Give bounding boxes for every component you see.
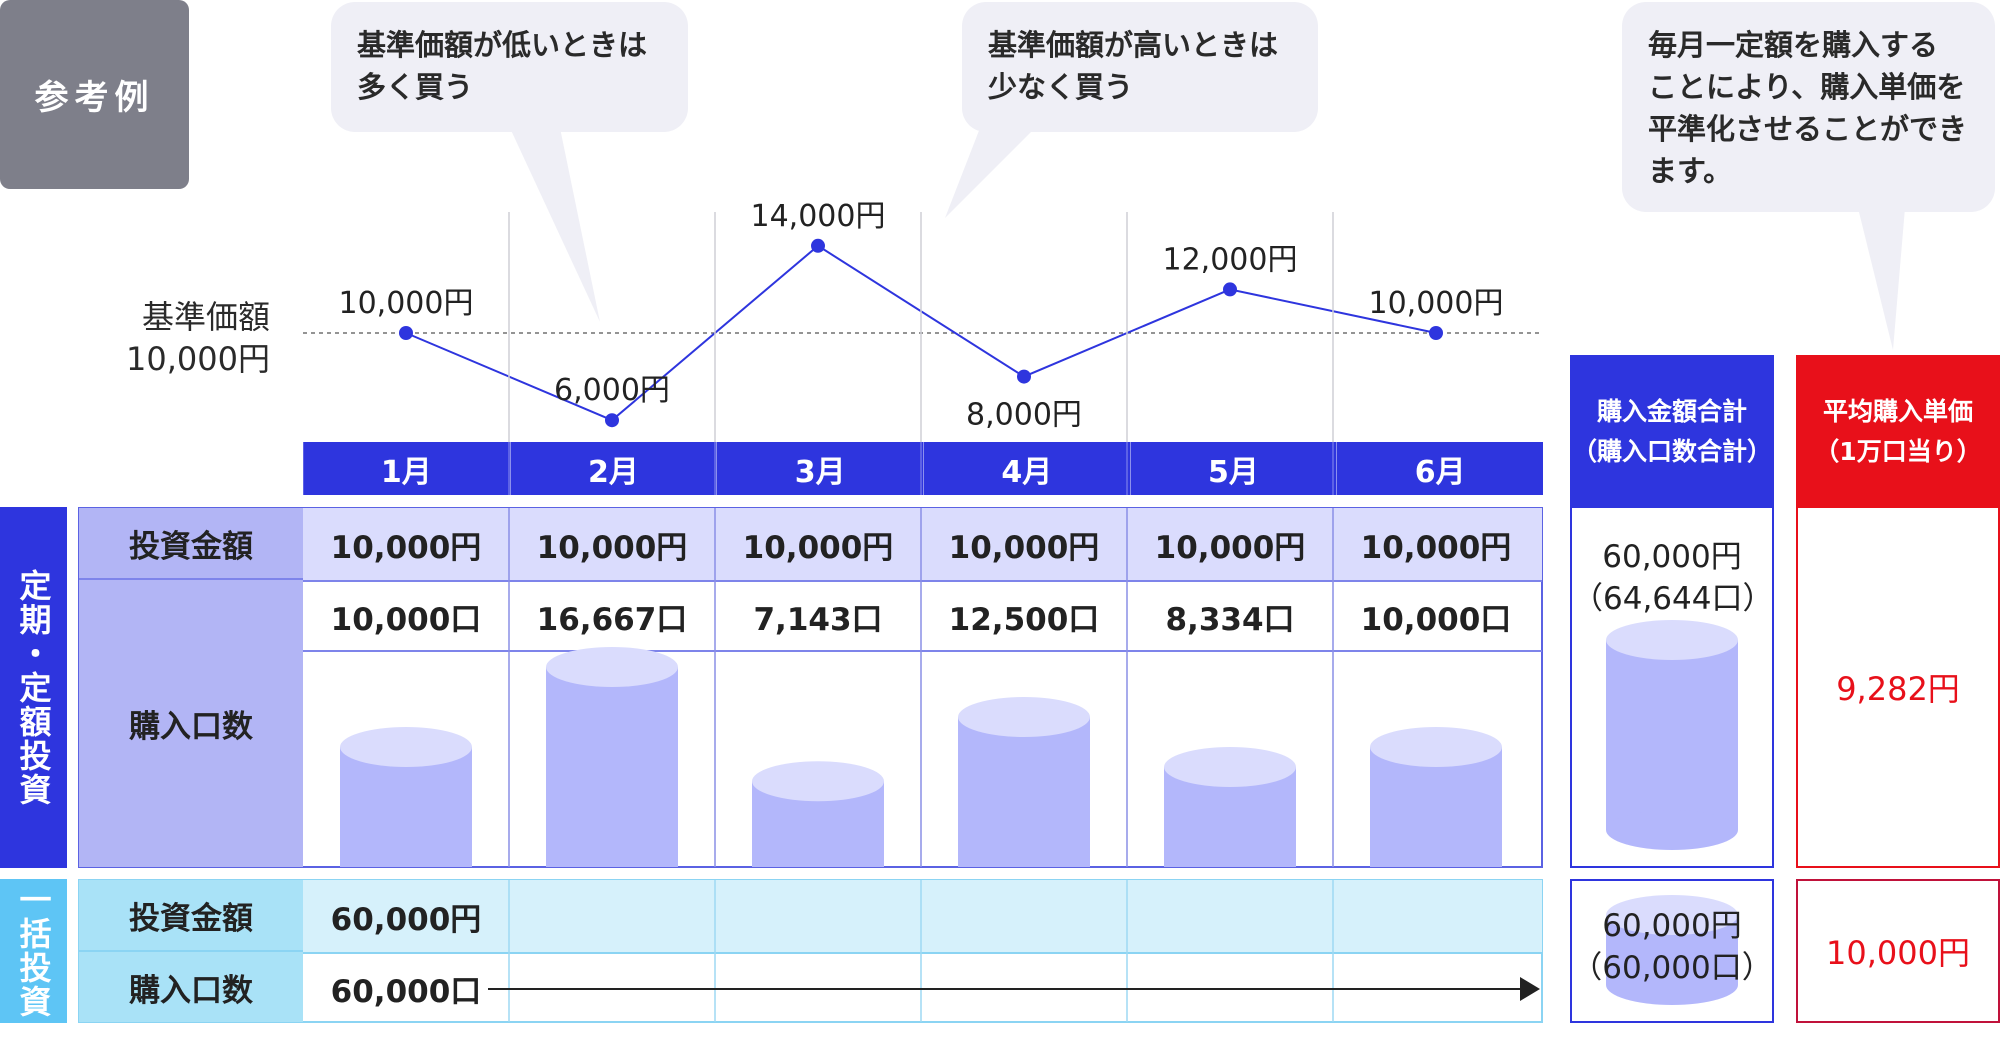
regular-units-5: 8,334口 (1165, 601, 1295, 638)
total-header-line2: （購入口数合計） (1571, 436, 1772, 466)
regular-amount-6: 10,000円 (1360, 529, 1512, 566)
lump-units-label: 購入口数 (79, 952, 303, 1022)
total-regular-cylinder-bottom (1606, 810, 1738, 850)
total-regular-cylinder-top (1606, 620, 1738, 660)
bubble-summary-line1: 毎月一定額を購入する (1648, 28, 1939, 62)
bubble-tail-summary (1858, 208, 1905, 350)
regular-units-label: 購入口数 (79, 580, 303, 867)
units-cylinder-6-top (1370, 727, 1502, 768)
regular-amount-1: 10,000円 (330, 529, 482, 566)
total-header: 購入金額合計 （購入口数合計） (1570, 355, 1774, 508)
base-price-label: 基準価額 10,000円 (100, 296, 270, 380)
month-2: 2月 (509, 442, 717, 495)
price-label-1: 10,000円 (339, 286, 474, 321)
bubble-summary-line4: ます。 (1648, 154, 1733, 188)
price-label-2: 6,000円 (554, 373, 670, 408)
regular-units-4: 12,500口 (948, 601, 1100, 638)
total-lump-cylinder-bottom (1606, 965, 1738, 1005)
bubble-summary: 毎月一定額を購入する ことにより、購入単価を 平準化させることができ ます。 (1622, 2, 1995, 212)
total-header-line1: 購入金額合計 (1596, 396, 1747, 426)
price-point-1 (399, 326, 413, 340)
price-label-6: 10,000円 (1369, 286, 1504, 321)
total-lump-amount: 60,000円 (1602, 908, 1742, 944)
base-price-value: 10,000円 (126, 340, 270, 378)
average-lump-value: 10,000円 (1826, 934, 1970, 972)
bubble-high-line1: 基準価額が高いときは (988, 28, 1279, 62)
bubble-low-line1: 基準価額が低いときは (357, 28, 648, 62)
units-cylinder-1-top (340, 727, 472, 768)
average-header-line1: 平均購入単価 (1822, 396, 1973, 426)
total-lump-text: 60,000円 （60,000口） (1570, 905, 1774, 989)
bubble-summary-line2: ことにより、購入単価を (1648, 70, 1966, 104)
regular-units-1: 10,000口 (330, 601, 482, 638)
price-label-4: 8,000円 (966, 398, 1082, 433)
total-regular-units: （64,644口） (1572, 581, 1774, 617)
bubble-high-line2: 少なく買う (988, 70, 1134, 104)
month-3: 3月 (716, 442, 923, 495)
lump-units: 60,000口 (330, 973, 482, 1010)
total-lump-units: （60,000口） (1571, 950, 1773, 986)
regular-investment-side: 定期・定額投資 (0, 507, 67, 868)
lump-arrow-head (1520, 977, 1540, 1001)
month-4: 4月 (923, 442, 1130, 495)
total-regular-cylinder-body (1606, 640, 1738, 830)
average-header: 平均購入単価 （1万口当り） (1796, 355, 2000, 508)
example-badge: 参考例 (0, 0, 189, 189)
regular-invest-label: 投資金額 (79, 508, 303, 580)
month-header: 1月 2月 3月 4月 5月 6月 (303, 442, 1543, 495)
regular-units-6: 10,000口 (1360, 601, 1512, 638)
units-cylinder-4-body (958, 717, 1090, 867)
bubble-low-line2: 多く買う (357, 70, 474, 104)
regular-amount-5: 10,000円 (1154, 529, 1306, 566)
lump-sum-side: 一括投資 (0, 879, 67, 1023)
units-cylinder-3-top (752, 761, 884, 802)
bubble-buy-less: 基準価額が高いときは 少なく買う (962, 2, 1318, 132)
base-price-title: 基準価額 (141, 298, 270, 336)
price-point-5 (1223, 282, 1237, 297)
bubble-tail-high (945, 128, 1035, 218)
regular-row-divider (303, 580, 1542, 582)
units-cylinder-4-top (958, 697, 1090, 738)
average-regular-value: 9,282円 (1836, 670, 1960, 708)
regular-units-2: 16,667口 (536, 601, 688, 638)
price-point-3 (811, 238, 825, 253)
units-cylinder-2-top (546, 647, 678, 687)
average-lump-box: 10,000円 (1796, 879, 2000, 1023)
total-lump-cylinder-top (1606, 895, 1738, 935)
total-regular-box: 60,000円 （64,644口） (1570, 508, 1774, 868)
lump-row-divider (303, 952, 1542, 954)
regular-units-divider (303, 650, 1542, 652)
lump-amount: 60,000円 (330, 901, 482, 938)
price-point-2 (605, 413, 619, 428)
regular-amount-4: 10,000円 (948, 529, 1100, 566)
total-regular-amount: 60,000円 (1602, 539, 1742, 575)
units-cylinder-2-body (546, 667, 678, 867)
units-cylinder-5-top (1164, 746, 1296, 787)
regular-amount-2: 10,000円 (536, 529, 688, 566)
bubble-summary-line3: 平準化させることができ (1648, 112, 1968, 146)
month-5: 5月 (1129, 442, 1337, 495)
month-1: 1月 (380, 455, 432, 490)
price-point-6 (1429, 326, 1443, 340)
total-lump-box (1570, 879, 1774, 1023)
bubble-buy-more: 基準価額が低いときは 多く買う (331, 2, 688, 132)
regular-units-3: 7,143口 (753, 601, 883, 638)
average-header-line2: （1万口当り） (1814, 436, 1982, 466)
price-label-5: 12,000円 (1163, 242, 1298, 277)
bubble-tail-low (510, 128, 600, 322)
lump-invest-label: 投資金額 (79, 880, 303, 952)
average-regular-box: 9,282円 (1796, 508, 2000, 868)
price-label-3: 14,000円 (751, 199, 886, 234)
regular-amount-3: 10,000円 (742, 529, 894, 566)
month-6: 6月 (1336, 442, 1543, 495)
price-point-4 (1017, 369, 1031, 384)
